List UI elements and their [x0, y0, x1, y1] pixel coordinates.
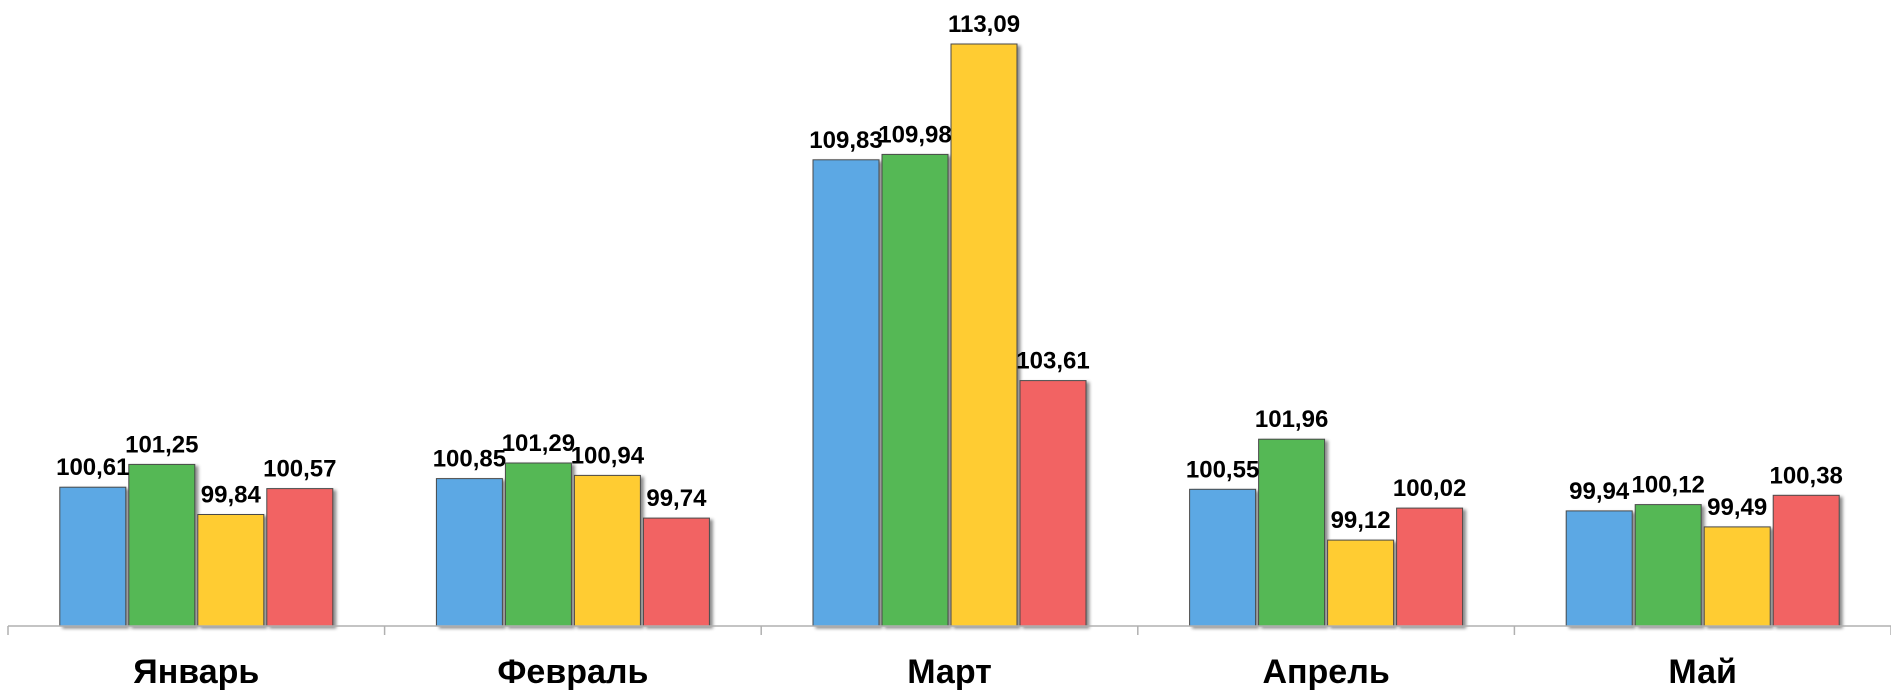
bar: [950, 43, 1018, 627]
bar-value-label: 100,02: [1393, 475, 1466, 502]
bar-value-label: 100,55: [1186, 456, 1259, 483]
bar-value-label: 99,84: [201, 482, 262, 509]
category-label: Март: [907, 653, 992, 691]
bar: [266, 488, 334, 627]
bar-value-label: 101,25: [125, 431, 198, 458]
bar-value-label: 103,61: [1016, 348, 1089, 375]
bar: [435, 478, 503, 627]
bar: [881, 153, 949, 627]
bar: [128, 463, 196, 627]
bars-layer: [59, 43, 1840, 627]
category-label: Май: [1668, 653, 1737, 691]
bar: [642, 517, 710, 627]
bar-value-label: 99,12: [1331, 507, 1391, 534]
bar-value-label: 100,57: [263, 456, 336, 483]
bar-value-label: 99,49: [1707, 494, 1767, 521]
bar: [1258, 438, 1326, 627]
bar-value-label: 99,74: [646, 485, 707, 512]
category-label: Апрель: [1262, 653, 1389, 691]
bar: [504, 462, 572, 627]
bar: [1327, 539, 1395, 627]
bar-value-label: 100,85: [433, 446, 506, 473]
bar: [1189, 488, 1257, 627]
bar: [197, 514, 265, 627]
bar: [812, 159, 880, 627]
bar-value-label: 109,98: [878, 121, 951, 148]
bar-value-label: 101,96: [1255, 406, 1328, 433]
category-label: Февраль: [497, 653, 648, 691]
x-axis-ticks: [7, 626, 1891, 635]
bar: [1772, 494, 1840, 627]
bar: [59, 486, 127, 627]
category-label: Январь: [133, 653, 259, 691]
bar: [1565, 510, 1633, 627]
bar-value-label: 100,61: [56, 454, 129, 481]
bar: [1703, 526, 1771, 627]
bar-value-label: 101,29: [502, 430, 575, 457]
bar-value-label: 113,09: [948, 11, 1020, 38]
bar-value-label: 99,94: [1569, 478, 1630, 505]
bar-value-label: 100,38: [1769, 462, 1842, 489]
bar: [1396, 507, 1464, 627]
category-labels-layer: Январь Февраль Март Апрель Май: [133, 653, 1737, 691]
bar-value-label: 100,12: [1631, 472, 1704, 499]
bar: [1634, 504, 1702, 627]
bar: [1019, 380, 1087, 627]
bar-value-label: 100,94: [571, 442, 645, 469]
bar-value-label: 109,83: [809, 127, 882, 154]
bar: [573, 474, 641, 627]
